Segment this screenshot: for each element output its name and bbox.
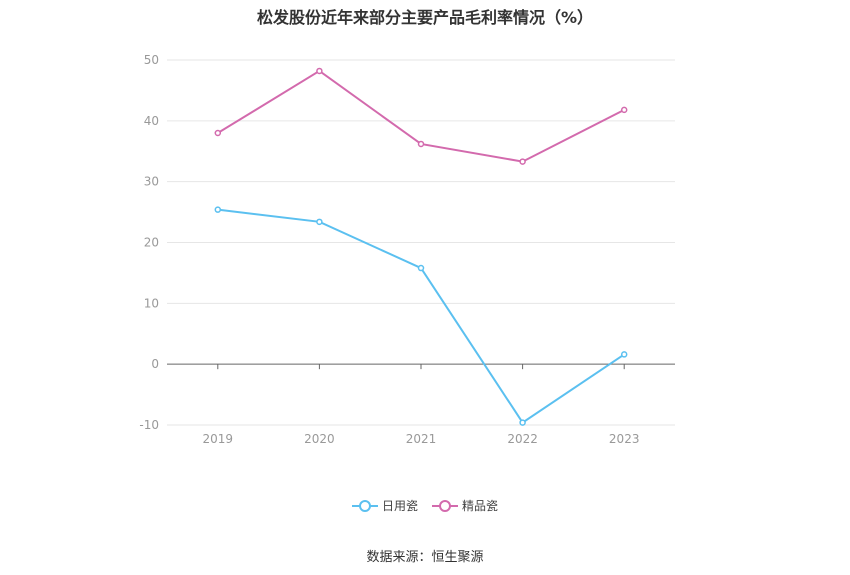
legend: 日用瓷 精品瓷: [0, 497, 850, 514]
y-tick-label: 10: [144, 296, 159, 310]
x-tick-label: 2020: [304, 432, 335, 446]
legend-item-2[interactable]: 精品瓷: [432, 497, 498, 514]
data-source: 数据来源：恒生聚源: [366, 550, 484, 565]
data-point: [519, 158, 526, 165]
data-point: [620, 351, 628, 358]
grid-lines: [167, 59, 675, 426]
y-tick-label: 30: [144, 175, 159, 189]
data-point: [316, 67, 323, 75]
data-point: [214, 129, 222, 137]
legend-label: 日用瓷: [381, 499, 418, 513]
y-tick-label: 50: [144, 53, 159, 67]
y-tick-label: 0: [151, 357, 159, 371]
x-tick-label: 2019: [203, 432, 234, 446]
legend-item-1[interactable]: 日用瓷: [351, 497, 418, 514]
legend-label: 精品瓷: [462, 499, 499, 513]
series-line-1: [217, 208, 625, 424]
y-tick-label: 40: [144, 114, 159, 128]
data-point: [417, 140, 425, 148]
data-point: [417, 264, 425, 272]
y-tick-label: 20: [144, 236, 159, 250]
data-series: [214, 67, 628, 426]
x-tick-label: 2022: [507, 432, 538, 446]
data-point: [316, 218, 323, 226]
x-tick-label: 2023: [609, 432, 640, 446]
data-point: [519, 419, 526, 426]
x-tick-label: 2021: [406, 432, 437, 446]
data-point: [214, 206, 222, 213]
legend-marker-icon: [432, 499, 458, 512]
legend-marker-icon: [351, 499, 378, 512]
chart-title: 松发股份近年来部分主要产品毛利率情况（%）: [256, 8, 594, 27]
y-tick-label: -10: [139, 418, 159, 432]
axes: 50 40 30 20 10 0 -10 2019 2020 2021 2022 2023: [139, 53, 639, 446]
line-chart: 50 40 30 20 10 0 -10 2019 2020 2021 2022 2023: [139, 53, 675, 446]
series-line-2: [217, 69, 625, 163]
data-point: [620, 106, 628, 114]
